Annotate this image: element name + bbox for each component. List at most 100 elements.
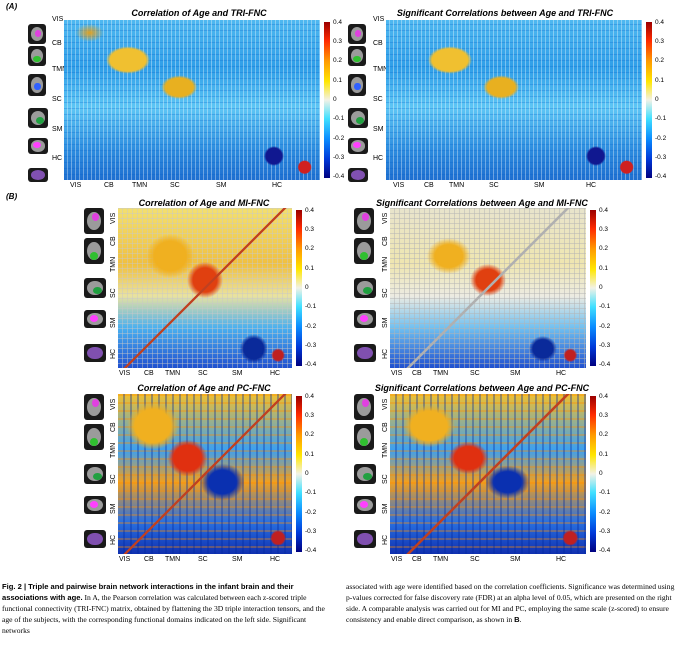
y-domain-cb: CB [373, 40, 383, 47]
colorbar-tick: 0 [599, 284, 603, 291]
brain-thumbnails [354, 394, 380, 554]
y-domain-cb: CB [110, 236, 117, 246]
y-domain-hc: HC [373, 155, 384, 162]
y-domain-tmn: TMN [110, 442, 117, 458]
colorbar-tick: 0.3 [305, 226, 315, 233]
colorbar-tick: -0.3 [333, 154, 345, 161]
x-domain-tmn: TMN [165, 370, 181, 377]
y-domain-sc: SC [110, 288, 117, 298]
brain-thumb-vis [84, 394, 104, 420]
y-domain-vis: VIS [373, 16, 385, 23]
colorbar [324, 22, 330, 178]
x-domain-tmn: TMN [449, 182, 465, 189]
brain-thumbnails [84, 208, 110, 368]
x-domain-cb: CB [104, 182, 114, 189]
brain-thumb-hc [84, 344, 106, 362]
colorbar-ticks: 0.4 0.3 0.2 0.1 0 -0.1 -0.2 -0.3 -0.4 [305, 207, 321, 368]
heatmap [64, 20, 320, 180]
brain-thumb-vis [84, 208, 104, 234]
y-domain-sc: SC [52, 96, 62, 103]
colorbar-ticks: 0.4 0.3 0.2 0.1 0 -0.1 -0.2 -0.3 -0.4 [599, 207, 615, 368]
colorbar-tick: -0.1 [655, 115, 667, 122]
colorbar-tick: 0.3 [305, 412, 315, 419]
x-domain-cb: CB [144, 556, 154, 563]
x-domain-sc: SC [470, 370, 480, 377]
colorbar-ticks: 0.4 0.3 0.2 0.1 0 -0.1 -0.2 -0.3 -0.4 [305, 393, 321, 554]
colorbar-tick: 0.3 [333, 38, 343, 45]
x-domain-sc: SC [170, 182, 180, 189]
x-domain-cb: CB [424, 182, 434, 189]
brain-thumbnails [26, 22, 62, 182]
x-domain-hc: HC [556, 370, 567, 377]
brain-thumb-hc [84, 530, 106, 548]
section-a-label: (A) [6, 2, 18, 11]
colorbar-tick: 0.4 [655, 19, 665, 26]
y-domain-tmn: TMN [52, 66, 68, 73]
brain-thumb-sm [354, 496, 376, 514]
y-domain-tmn: TMN [373, 66, 389, 73]
x-domain-vis: VIS [391, 556, 403, 563]
x-domain-hc: HC [272, 182, 283, 189]
caption-right: associated with age were identified base… [346, 581, 675, 625]
colorbar-tick: -0.3 [305, 342, 317, 349]
y-domain-sc: SC [110, 474, 117, 484]
x-domain-hc: HC [270, 556, 281, 563]
caption-text-right: associated with age were identified base… [346, 582, 675, 624]
colorbar-tick: 0 [655, 96, 659, 103]
colorbar-tick: 0.2 [305, 245, 315, 252]
y-domain-sc: SC [373, 96, 383, 103]
section-b-label: (B) [6, 192, 18, 201]
y-domain-sm: SM [382, 503, 389, 515]
x-domain-hc: HC [556, 556, 567, 563]
brain-thumb-tmn [28, 74, 46, 96]
x-domain-vis: VIS [119, 370, 131, 377]
y-domain-vis: VIS [382, 398, 389, 410]
brain-thumb-cb [354, 424, 374, 450]
x-domain-tmn: TMN [433, 556, 449, 563]
colorbar-tick: -0.2 [305, 509, 317, 516]
colorbar-tick: -0.1 [305, 303, 317, 310]
colorbar-tick: 0.4 [305, 207, 315, 214]
brain-thumb-sm [354, 310, 376, 328]
colorbar-tick: -0.1 [599, 303, 611, 310]
y-domain-sm: SM [382, 317, 389, 329]
brain-thumb-sc [354, 464, 376, 484]
caption-text-left: In A, the Pearson correlation was calcul… [2, 593, 325, 635]
colorbar-tick: -0.4 [305, 361, 317, 368]
colorbar-tick: -0.2 [599, 323, 611, 330]
x-domain-tmn: TMN [433, 370, 449, 377]
x-domain-tmn: TMN [132, 182, 148, 189]
caption-panel-ref: B [514, 615, 520, 624]
y-domain-hc: HC [110, 534, 117, 545]
caption-end: . [519, 615, 522, 624]
colorbar-tick: -0.4 [599, 361, 611, 368]
x-domain-cb: CB [412, 370, 422, 377]
colorbar-tick: 0 [305, 284, 309, 291]
x-domain-cb: CB [412, 556, 422, 563]
colorbar-ticks: 0.4 0.3 0.2 0.1 0 -0.1 -0.2 -0.3 -0.4 [655, 19, 671, 180]
x-domain-vis: VIS [70, 182, 82, 189]
y-domain-hc: HC [382, 348, 389, 359]
x-domain-hc: HC [586, 182, 597, 189]
y-domain-hc: HC [382, 534, 389, 545]
colorbar-tick: -0.1 [599, 489, 611, 496]
colorbar-tick: -0.3 [599, 342, 611, 349]
colorbar-tick: 0.2 [599, 431, 609, 438]
x-domain-vis: VIS [119, 556, 131, 563]
panel-title: Correlation of Age and PC-FNC [137, 383, 271, 393]
x-domain-sm: SM [232, 370, 243, 377]
colorbar [296, 210, 302, 366]
colorbar-tick: -0.4 [655, 173, 667, 180]
x-domain-cb: CB [144, 370, 154, 377]
colorbar-tick: 0.1 [655, 77, 665, 84]
brain-thumb-cb [84, 238, 104, 264]
colorbar [646, 22, 652, 178]
colorbar-tick: 0.1 [305, 265, 315, 272]
x-domain-sm: SM [534, 182, 545, 189]
colorbar-tick: -0.2 [655, 135, 667, 142]
colorbar-tick: -0.1 [305, 489, 317, 496]
colorbar-tick: 0 [599, 470, 603, 477]
x-domain-tmn: TMN [165, 556, 181, 563]
brain-thumb-sc [348, 108, 368, 128]
panel-title: Significant Correlations between Age and… [374, 383, 590, 393]
